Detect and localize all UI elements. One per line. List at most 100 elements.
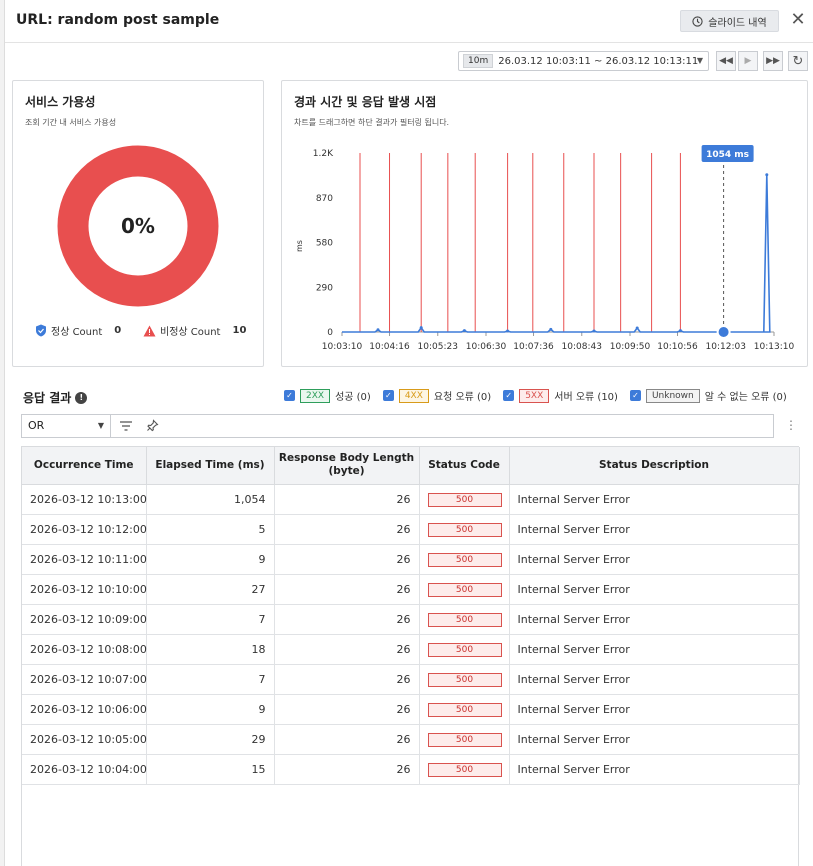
data-point [549,327,553,331]
cell-occurrence-time: 2026-03-12 10:11:00 [22,544,147,575]
table-row[interactable]: 2026-03-12 10:05:00 29 26 500 Internal Serve… [22,724,800,755]
col-status-code[interactable]: Status Code [419,447,510,485]
x-tick-label: 10:05:23 [418,342,458,352]
cell-status-code: 500 [419,514,510,545]
status-badge: 500 [427,552,502,567]
cell-body-length: 26 [274,514,420,545]
filter-4xx-checkbox[interactable]: ✓ [382,390,394,401]
data-point [419,326,423,330]
cell-status-code: 500 [419,604,510,635]
data-point [376,328,380,332]
close-icon[interactable]: ✕ [790,9,806,30]
cell-status-description: Internal Server Error [509,604,800,635]
cell-status-description: Internal Server Error [509,484,800,515]
x-tick-label: 10:04:16 [369,342,410,352]
pin-icon[interactable] [146,419,159,432]
x-tick-label: 10:06:30 [466,342,507,352]
cell-status-description: Internal Server Error [509,574,800,605]
cell-elapsed-time: 7 [146,604,275,635]
status-badge: 500 [427,702,502,717]
status-badge: 500 [427,492,502,507]
availability-title: 서비스 가용성 [25,95,96,109]
chart-title: 경과 시간 및 응답 발생 시점 [294,95,437,109]
clock-icon [692,15,703,27]
filter-icon[interactable] [119,420,133,432]
forward-button[interactable]: ▶▶ [763,51,783,71]
table-row[interactable]: 2026-03-12 10:12:00 5 26 500 Internal Server… [22,514,800,545]
cell-occurrence-time: 2026-03-12 10:06:00 [22,694,147,725]
cell-status-description: Internal Server Error [509,514,800,545]
range-chip: 10m [463,54,494,68]
x-tick-label: 10:08:43 [562,342,602,352]
cell-elapsed-time: 9 [146,694,275,725]
availability-donut: 0% [57,145,219,307]
filter-unknown-tag: Unknown [645,388,700,403]
normal-legend: 정상 Count 0 [35,323,121,338]
data-point [592,329,596,333]
x-tick-label: 10:03:10 [322,342,363,352]
y-tick-label: 580 [316,239,333,249]
hover-handle [716,325,731,339]
table-row[interactable]: 2026-03-12 10:10:00 27 26 500 Internal Serve… [22,574,800,605]
filter-2xx-checkbox[interactable]: ✓ [284,390,295,401]
x-tick-label: 10:10:56 [657,342,698,352]
time-range-select[interactable]: 10m 26.03.12 10:03:11 ~ 26.03.12 10:13:1… [458,51,709,71]
filter-2xx-label: 성공 (0) [335,392,371,403]
table-row[interactable]: 2026-03-12 10:06:00 9 26 500 Internal Server… [22,694,800,725]
play-button[interactable]: ▶ [738,51,758,71]
response-chart-card: 경과 시간 및 응답 발생 시점 차트를 드래그하면 하단 결과가 필터링 됩니… [281,80,808,367]
table-row[interactable]: 2026-03-12 10:04:00 15 26 500 Internal Serve… [22,754,800,785]
cell-status-description: Internal Server Error [509,754,800,785]
table-row[interactable]: 2026-03-12 10:13:00 1,054 26 500 Internal Se… [22,484,800,515]
results-title: 응답 결과 [23,391,72,405]
table-row[interactable]: 2026-03-12 10:08:00 18 26 500 Internal Serve… [22,634,800,665]
filter-unknown-label: 알 수 없는 오류 (0) [704,392,787,403]
cell-body-length: 26 [274,634,420,665]
col-status-description[interactable]: Status Description [509,447,800,485]
normal-count: 0 [114,325,122,336]
status-filters: ✓ 2XX 성공 (0) ✓ 4XX 요청 오류 (0) ✓ 5XX 서버 오류… [284,388,787,403]
tooltip-text: 1054 ms [706,150,749,160]
y-tick-label: 1.2K [313,149,334,159]
rewind-button[interactable]: ◀◀ [716,51,736,71]
data-point [635,326,639,330]
table-row[interactable]: 2026-03-12 10:07:00 7 26 500 Internal Server… [22,664,800,695]
cell-status-description: Internal Server Error [509,664,800,695]
cell-status-code: 500 [419,484,510,515]
info-icon[interactable]: ! [75,391,88,404]
query-operator-select[interactable]: OR ▼ [22,415,111,437]
filter-unknown-checkbox[interactable]: ✓ [629,390,641,401]
x-tick-label: 10:13:10 [754,342,795,352]
y-axis-label: ms [295,240,304,252]
col-occurrence-time[interactable]: Occurrence Time [22,447,147,485]
status-badge: 500 [427,672,502,687]
abnormal-count: 10 [232,325,247,336]
slide-history-button[interactable]: 슬라이드 내역 [680,10,779,32]
status-badge: 500 [427,732,502,747]
status-badge: 500 [427,762,502,777]
refresh-button[interactable]: ↻ [788,51,808,71]
cell-elapsed-time: 29 [146,724,275,755]
x-tick-label: 10:12:03 [706,342,746,352]
filter-4xx-label: 요청 오류 (0) [433,392,492,403]
cell-elapsed-time: 15 [146,754,275,785]
more-options-icon[interactable]: ⋮ [785,418,797,432]
filter-4xx-tag: 4XX [398,388,429,403]
shield-icon [36,324,46,337]
filter-5xx-checkbox[interactable]: ✓ [503,390,515,401]
results-header: 응답 결과 ! [23,389,88,406]
col-body-length[interactable]: Response Body Length (byte) [274,447,420,485]
cell-elapsed-time: 9 [146,544,275,575]
table-row[interactable]: 2026-03-12 10:11:00 9 26 500 Internal Server… [22,544,800,575]
cell-body-length: 26 [274,724,420,755]
filter-2xx-tag: 2XX [300,388,331,403]
table-row[interactable]: 2026-03-12 10:09:00 7 26 500 Internal Server… [22,604,800,635]
response-time-chart[interactable]: 1.2K 870 580 290 0 ms 10:03:10 10:04:16 10:05:23… [282,81,809,368]
cell-occurrence-time: 2026-03-12 10:08:00 [22,634,147,665]
status-badge: 500 [427,612,502,627]
cell-status-code: 500 [419,724,510,755]
y-tick-label: 870 [316,194,333,204]
cell-status-code: 500 [419,544,510,575]
col-elapsed-time[interactable]: Elapsed Time (ms) [146,447,275,485]
status-badge: 500 [427,522,502,537]
